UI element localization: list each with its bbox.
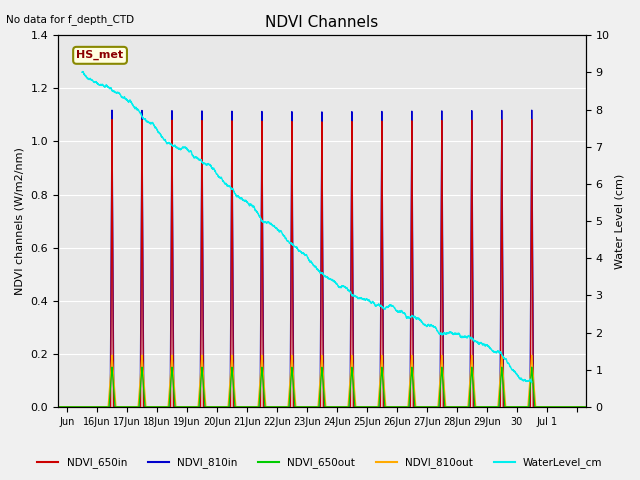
Y-axis label: NDVI channels (W/m2/nm): NDVI channels (W/m2/nm) (15, 147, 25, 295)
Text: No data for f_depth_CTD: No data for f_depth_CTD (6, 14, 134, 25)
Title: NDVI Channels: NDVI Channels (265, 15, 378, 30)
Text: HS_met: HS_met (77, 50, 124, 60)
Legend: NDVI_650in, NDVI_810in, NDVI_650out, NDVI_810out, WaterLevel_cm: NDVI_650in, NDVI_810in, NDVI_650out, NDV… (33, 453, 607, 472)
Y-axis label: Water Level (cm): Water Level (cm) (615, 173, 625, 269)
